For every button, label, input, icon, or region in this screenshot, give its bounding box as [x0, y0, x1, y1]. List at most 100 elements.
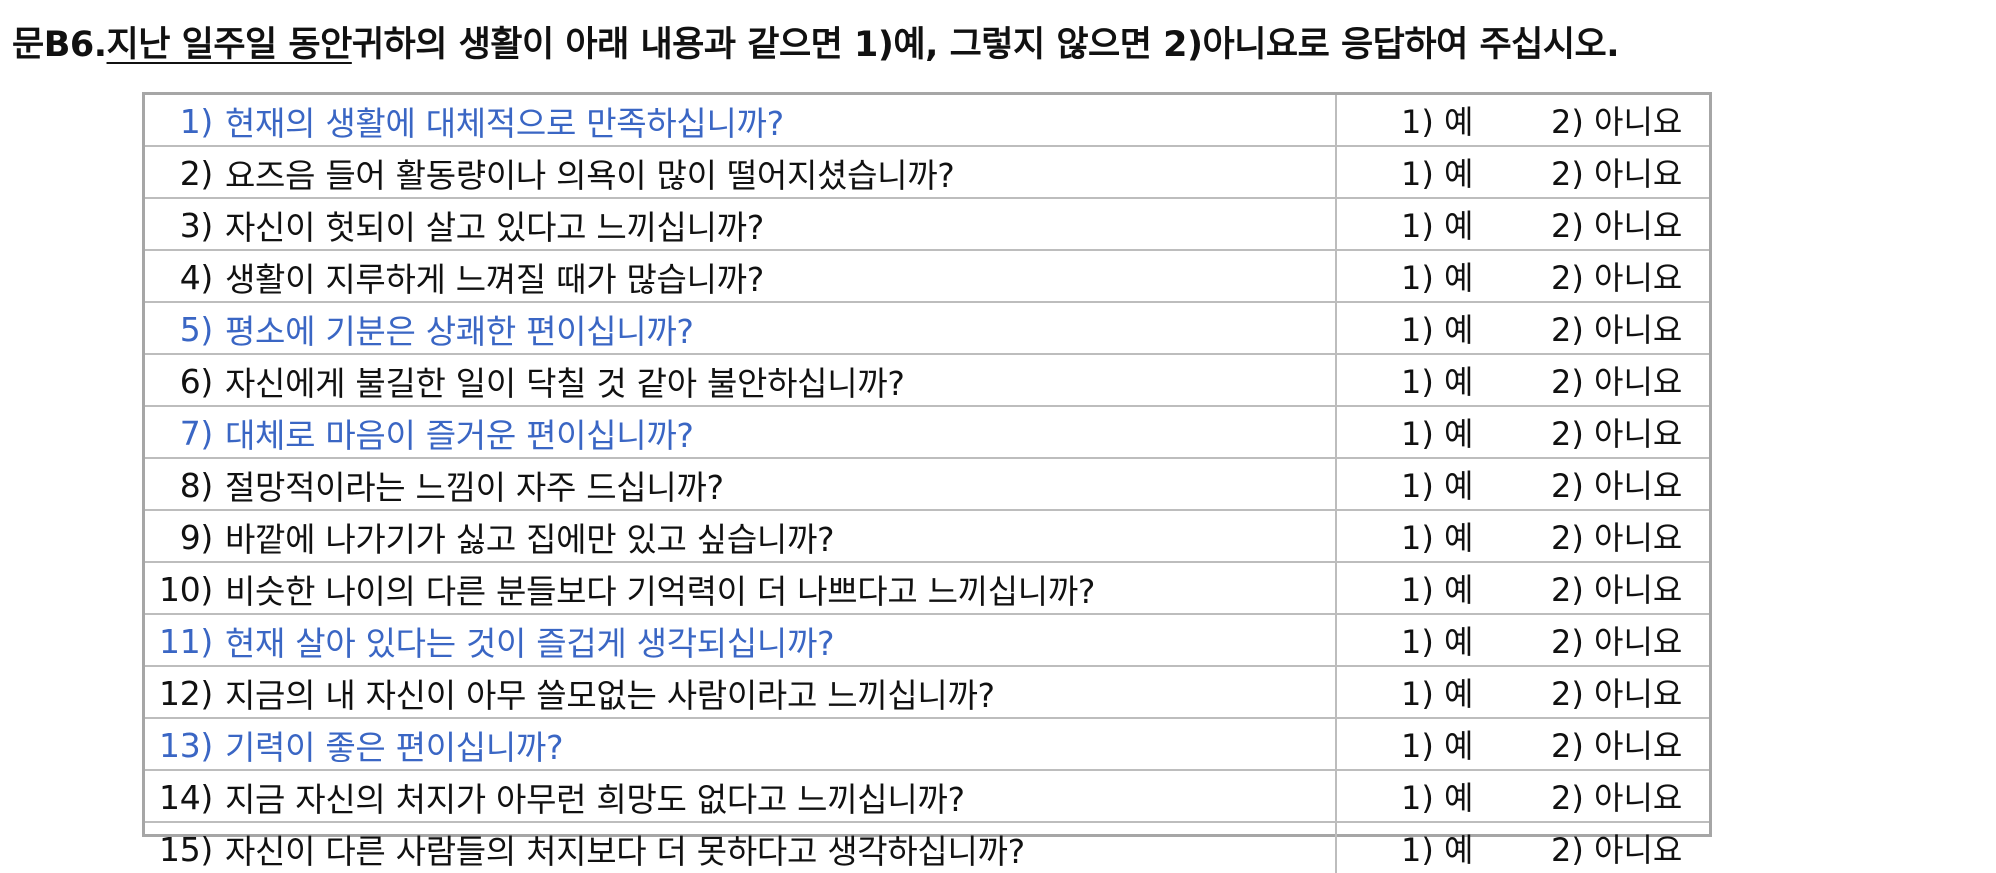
survey-table: 1) 현재의 생활에 대체적으로 만족하십니까? 1) 예 2) 아니요 2) …	[142, 92, 1712, 873]
question-number: 14)	[159, 777, 213, 817]
survey-row: 5) 평소에 기분은 상쾌한 편이십니까? 1) 예 2) 아니요	[145, 303, 1709, 355]
question-number: 5)	[179, 309, 214, 349]
answer-no-option[interactable]: 2) 아니요	[1551, 415, 1683, 453]
answer-no-option[interactable]: 2) 아니요	[1551, 675, 1683, 713]
answer-yes-option[interactable]: 1) 예	[1401, 415, 1474, 453]
answer-no-option[interactable]: 2) 아니요	[1551, 571, 1683, 609]
answer-cell: 1) 예 2) 아니요	[1337, 95, 1709, 145]
question-cell: 12) 지금의 내 자신이 아무 쓸모없는 사람이라고 느끼십니까?	[145, 667, 1337, 717]
question-cell: 15) 자신이 다른 사람들의 처지보다 더 못하다고 생각하십니까?	[145, 823, 1337, 873]
question-number: 12)	[159, 673, 213, 713]
answer-no-option[interactable]: 2) 아니요	[1551, 519, 1683, 557]
question-number: 10)	[159, 569, 213, 609]
question-number: 7)	[179, 413, 214, 453]
question-number: 4)	[179, 257, 214, 297]
answer-yes-option[interactable]: 1) 예	[1401, 155, 1474, 193]
survey-row: 10) 비슷한 나이의 다른 분들보다 기억력이 더 나쁘다고 느끼십니까? 1…	[145, 563, 1709, 615]
survey-row: 8) 절망적이라는 느낌이 자주 드십니까? 1) 예 2) 아니요	[145, 459, 1709, 511]
answer-cell: 1) 예 2) 아니요	[1337, 303, 1709, 353]
survey-row: 13) 기력이 좋은 편이십니까? 1) 예 2) 아니요	[145, 719, 1709, 771]
survey-row: 9) 바깥에 나가기가 싫고 집에만 있고 싶습니까? 1) 예 2) 아니요	[145, 511, 1709, 563]
question-text: 현재 살아 있다는 것이 즐겁게 생각되십니까?	[225, 624, 835, 663]
survey-row: 11) 현재 살아 있다는 것이 즐겁게 생각되십니까? 1) 예 2) 아니요	[145, 615, 1709, 667]
answer-no-option[interactable]: 2) 아니요	[1551, 259, 1683, 297]
question-cell: 3) 자신이 헛되이 살고 있다고 느끼십니까?	[145, 199, 1337, 249]
answer-no-option[interactable]: 2) 아니요	[1551, 155, 1683, 193]
question-cell: 8) 절망적이라는 느낌이 자주 드십니까?	[145, 459, 1337, 509]
answer-no-option[interactable]: 2) 아니요	[1551, 363, 1683, 401]
question-number: 9)	[179, 517, 214, 557]
question-number: 13)	[159, 725, 213, 765]
survey-row: 1) 현재의 생활에 대체적으로 만족하십니까? 1) 예 2) 아니요	[145, 95, 1709, 147]
question-text: 대체로 마음이 즐거운 편이십니까?	[225, 416, 694, 455]
survey-row: 2) 요즈음 들어 활동량이나 의욕이 많이 떨어지셨습니까? 1) 예 2) …	[145, 147, 1709, 199]
answer-cell: 1) 예 2) 아니요	[1337, 199, 1709, 249]
survey-row: 12) 지금의 내 자신이 아무 쓸모없는 사람이라고 느끼십니까? 1) 예 …	[145, 667, 1709, 719]
answer-cell: 1) 예 2) 아니요	[1337, 407, 1709, 457]
answer-cell: 1) 예 2) 아니요	[1337, 667, 1709, 717]
question-cell: 1) 현재의 생활에 대체적으로 만족하십니까?	[145, 95, 1337, 145]
question-text: 지금의 내 자신이 아무 쓸모없는 사람이라고 느끼십니까?	[225, 676, 995, 715]
answer-no-option[interactable]: 2) 아니요	[1551, 311, 1683, 349]
survey-row: 3) 자신이 헛되이 살고 있다고 느끼십니까? 1) 예 2) 아니요	[145, 199, 1709, 251]
question-text: 바깥에 나가기가 싫고 집에만 있고 싶습니까?	[225, 520, 835, 559]
question-number: 15)	[159, 829, 213, 869]
answer-yes-option[interactable]: 1) 예	[1401, 727, 1474, 765]
answer-cell: 1) 예 2) 아니요	[1337, 823, 1709, 873]
question-text: 비슷한 나이의 다른 분들보다 기억력이 더 나쁘다고 느끼십니까?	[225, 572, 1096, 611]
question-cell: 10) 비슷한 나이의 다른 분들보다 기억력이 더 나쁘다고 느끼십니까?	[145, 563, 1337, 613]
answer-yes-option[interactable]: 1) 예	[1401, 675, 1474, 713]
question-cell: 7) 대체로 마음이 즐거운 편이십니까?	[145, 407, 1337, 457]
question-number: 6)	[179, 361, 214, 401]
answer-yes-option[interactable]: 1) 예	[1401, 519, 1474, 557]
question-text: 자신이 다른 사람들의 처지보다 더 못하다고 생각하십니까?	[225, 832, 1025, 871]
answer-yes-option[interactable]: 1) 예	[1401, 831, 1474, 869]
question-instruction: 귀하의 생활이 아래 내용과 같으면 1)예, 그렇지 않으면 2)아니요로 응…	[351, 24, 1620, 65]
answer-cell: 1) 예 2) 아니요	[1337, 719, 1709, 769]
question-text: 평소에 기분은 상쾌한 편이십니까?	[225, 312, 694, 351]
answer-cell: 1) 예 2) 아니요	[1337, 459, 1709, 509]
answer-yes-option[interactable]: 1) 예	[1401, 363, 1474, 401]
question-cell: 9) 바깥에 나가기가 싫고 집에만 있고 싶습니까?	[145, 511, 1337, 561]
question-cell: 2) 요즈음 들어 활동량이나 의욕이 많이 떨어지셨습니까?	[145, 147, 1337, 197]
answer-yes-option[interactable]: 1) 예	[1401, 311, 1474, 349]
question-number: 11)	[159, 621, 213, 661]
answer-yes-option[interactable]: 1) 예	[1401, 103, 1474, 141]
question-text: 현재의 생활에 대체적으로 만족하십니까?	[225, 104, 784, 143]
question-header: 문B6. 지난 일주일 동안 귀하의 생활이 아래 내용과 같으면 1)예, 그…	[12, 6, 1987, 76]
survey-row: 6) 자신에게 불길한 일이 닥칠 것 같아 불안하십니까? 1) 예 2) 아…	[145, 355, 1709, 407]
answer-cell: 1) 예 2) 아니요	[1337, 511, 1709, 561]
answer-no-option[interactable]: 2) 아니요	[1551, 831, 1683, 869]
answer-no-option[interactable]: 2) 아니요	[1551, 623, 1683, 661]
question-text: 자신이 헛되이 살고 있다고 느끼십니까?	[225, 208, 764, 247]
question-cell: 11) 현재 살아 있다는 것이 즐겁게 생각되십니까?	[145, 615, 1337, 665]
question-text: 기력이 좋은 편이십니까?	[225, 728, 564, 767]
question-number: 2)	[179, 153, 214, 193]
question-text: 지금 자신의 처지가 아무런 희망도 없다고 느끼십니까?	[225, 780, 965, 819]
question-cell: 14) 지금 자신의 처지가 아무런 희망도 없다고 느끼십니까?	[145, 771, 1337, 821]
survey-row: 14) 지금 자신의 처지가 아무런 희망도 없다고 느끼십니까? 1) 예 2…	[145, 771, 1709, 823]
question-cell: 5) 평소에 기분은 상쾌한 편이십니까?	[145, 303, 1337, 353]
answer-no-option[interactable]: 2) 아니요	[1551, 727, 1683, 765]
survey-row: 4) 생활이 지루하게 느껴질 때가 많습니까? 1) 예 2) 아니요	[145, 251, 1709, 303]
survey-row: 7) 대체로 마음이 즐거운 편이십니까? 1) 예 2) 아니요	[145, 407, 1709, 459]
answer-yes-option[interactable]: 1) 예	[1401, 623, 1474, 661]
question-text: 생활이 지루하게 느껴질 때가 많습니까?	[225, 260, 764, 299]
answer-yes-option[interactable]: 1) 예	[1401, 779, 1474, 817]
answer-no-option[interactable]: 2) 아니요	[1551, 103, 1683, 141]
answer-yes-option[interactable]: 1) 예	[1401, 259, 1474, 297]
question-cell: 4) 생활이 지루하게 느껴질 때가 많습니까?	[145, 251, 1337, 301]
answer-yes-option[interactable]: 1) 예	[1401, 571, 1474, 609]
question-time-period: 지난 일주일 동안	[106, 24, 353, 65]
question-number: 1)	[179, 101, 214, 141]
question-cell: 13) 기력이 좋은 편이십니까?	[145, 719, 1337, 769]
question-number: 3)	[179, 205, 214, 245]
question-number: 8)	[179, 465, 214, 505]
answer-no-option[interactable]: 2) 아니요	[1551, 779, 1683, 817]
answer-yes-option[interactable]: 1) 예	[1401, 467, 1474, 505]
answer-no-option[interactable]: 2) 아니요	[1551, 207, 1683, 245]
question-prefix: 문B6.	[12, 24, 107, 65]
question-cell: 6) 자신에게 불길한 일이 닥칠 것 같아 불안하십니까?	[145, 355, 1337, 405]
answer-no-option[interactable]: 2) 아니요	[1551, 467, 1683, 505]
answer-yes-option[interactable]: 1) 예	[1401, 207, 1474, 245]
